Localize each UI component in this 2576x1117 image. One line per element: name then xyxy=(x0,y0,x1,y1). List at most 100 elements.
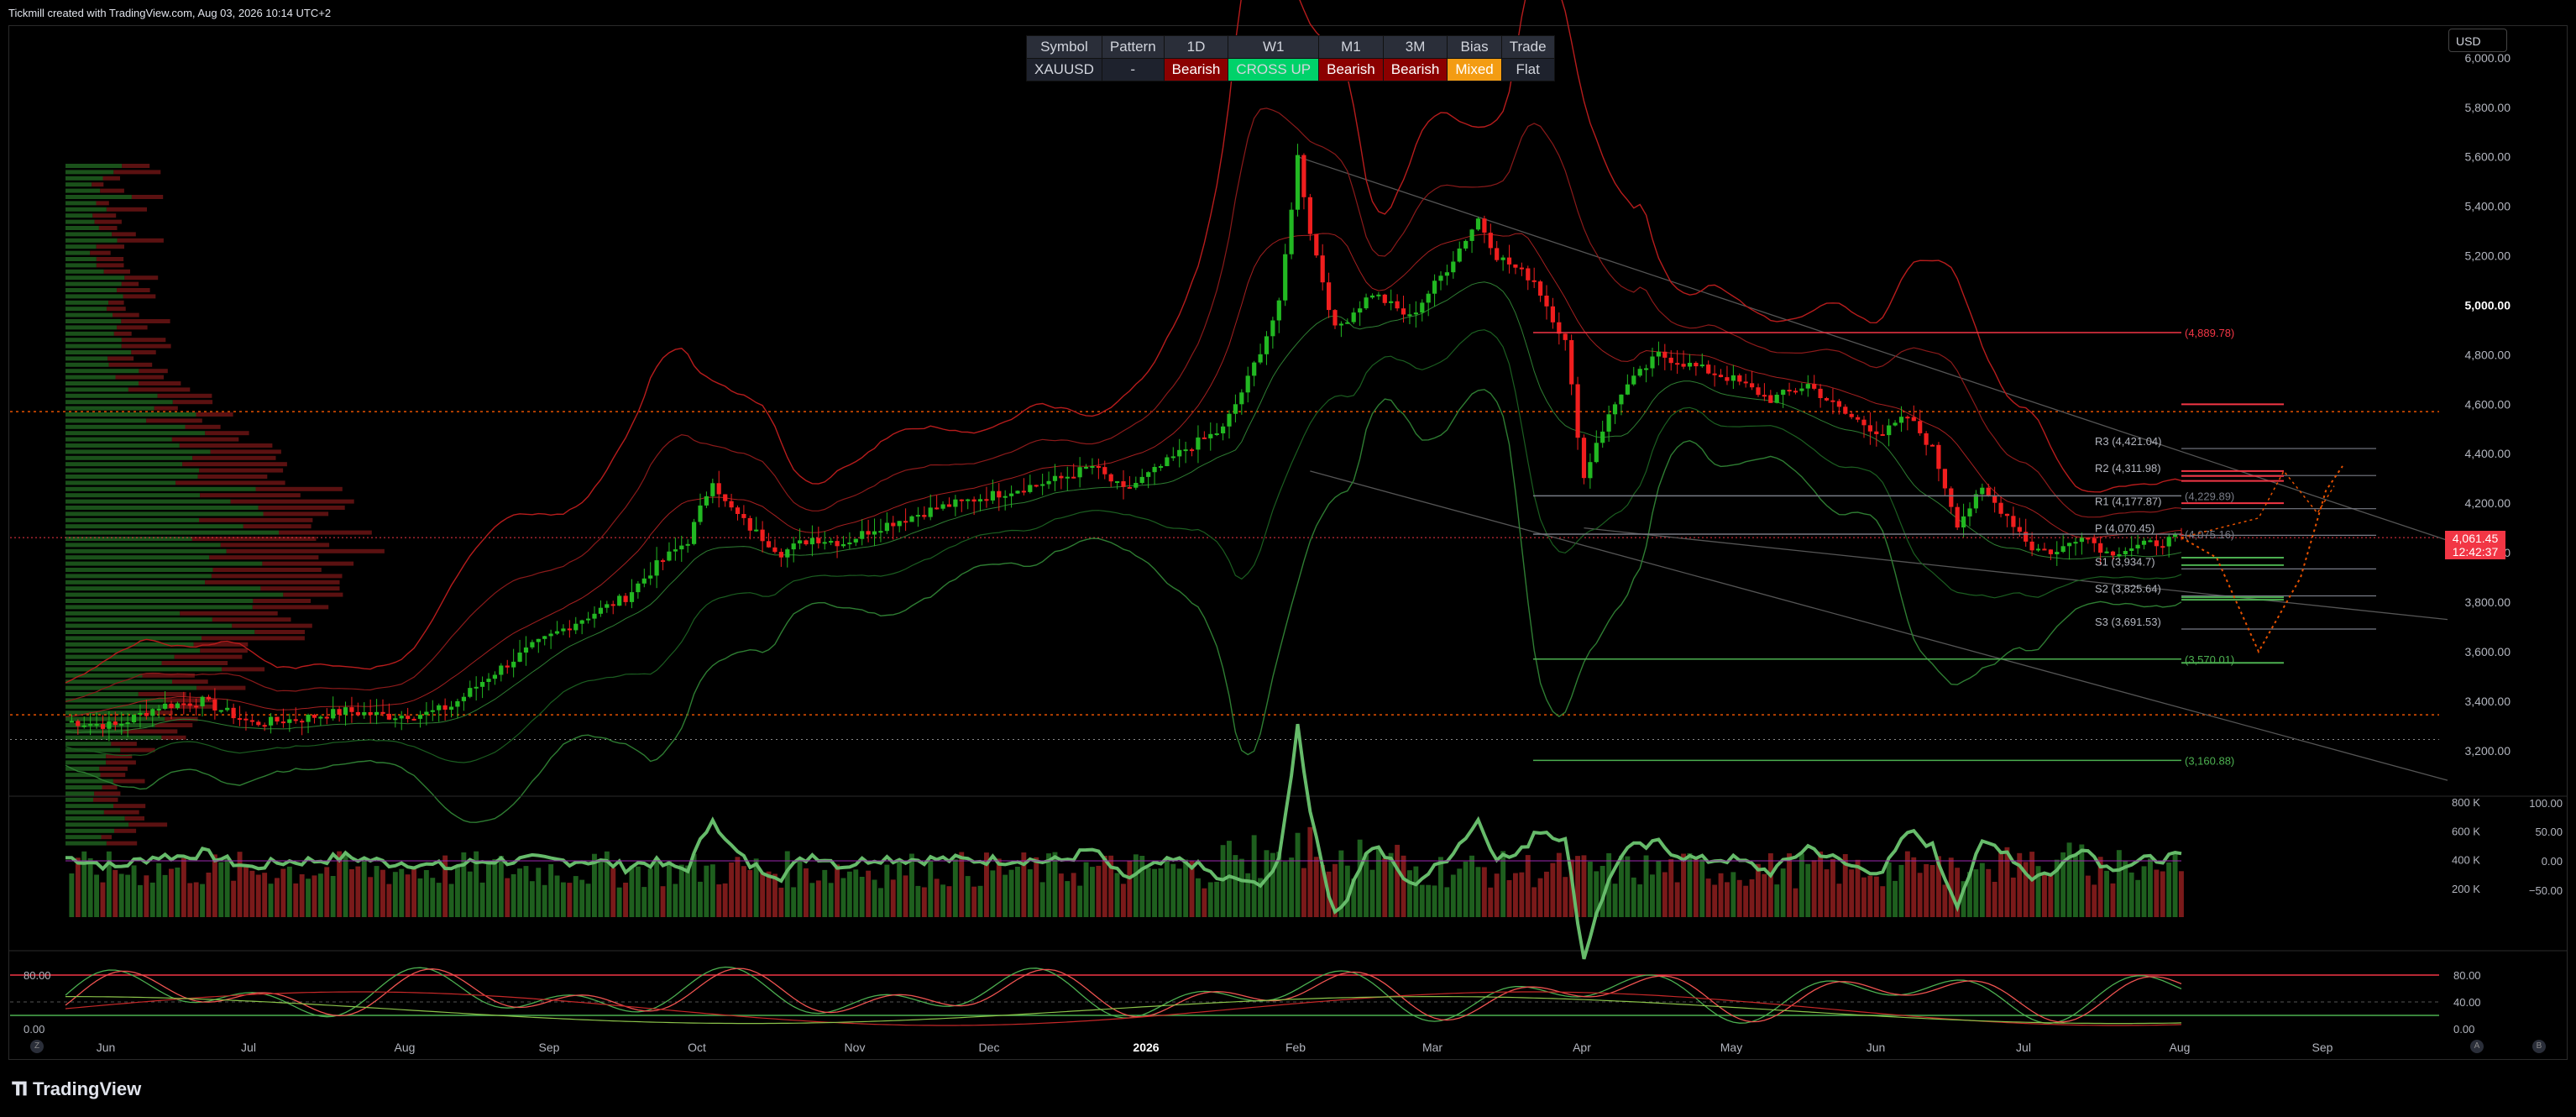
volume-profile-bear-bar xyxy=(99,766,128,771)
volume-bar xyxy=(623,883,628,917)
price-tick-label: 5,800.00 xyxy=(2465,101,2511,114)
candle-body xyxy=(1880,434,1885,436)
price-axis[interactable]: 6,000.00 5,800.00 5,600.00 5,400.00 5,200.00… xyxy=(2465,51,2511,758)
timezone-icon[interactable]: Z xyxy=(30,1040,44,1053)
candle-body xyxy=(2173,533,2178,538)
volume-bar xyxy=(1811,860,1817,917)
volume-profile-bear-bar xyxy=(196,685,246,690)
info-header-m1: M1 xyxy=(1318,35,1384,59)
auto-scale-icon[interactable]: A xyxy=(2470,1040,2484,1053)
candle-body xyxy=(1108,474,1113,482)
volume-bar xyxy=(1793,888,1798,917)
volume-bar xyxy=(822,869,828,917)
log-scale-icon[interactable]: B xyxy=(2532,1040,2546,1053)
candle-body xyxy=(1046,480,1051,485)
volume-bar xyxy=(797,857,803,917)
volume-bar xyxy=(1313,857,1319,917)
candle-body xyxy=(573,623,579,631)
volume-bar xyxy=(952,859,958,917)
volume-bar xyxy=(399,868,405,917)
candle-body xyxy=(1625,384,1630,395)
candle-body xyxy=(1694,363,1699,367)
candle-body xyxy=(1538,281,1543,296)
price-tick-label: 3,200.00 xyxy=(2465,744,2511,758)
candle-body xyxy=(1158,466,1164,468)
volume-bar xyxy=(1145,868,1151,917)
volume-bar xyxy=(660,886,666,917)
volume-bar xyxy=(2042,873,2047,917)
volume-bar xyxy=(1625,856,1631,917)
candle-body xyxy=(654,560,659,576)
price-tick-label: 3,800.00 xyxy=(2465,595,2511,609)
candle-body xyxy=(1730,375,1736,381)
volume-profile-bear-bar xyxy=(185,424,221,429)
volume-bar xyxy=(1967,872,1972,917)
channel-lower-line xyxy=(1310,470,2448,781)
candle-body xyxy=(280,721,285,724)
candle-body xyxy=(69,721,74,723)
volume-bar xyxy=(1537,878,1543,917)
volume-bar xyxy=(1245,873,1251,917)
volume-bar xyxy=(317,873,323,917)
volume-profile-bear-bar xyxy=(212,568,322,572)
reference-lines xyxy=(10,156,2448,781)
volume-bar xyxy=(878,888,883,917)
candle-body xyxy=(517,653,522,662)
candle-body xyxy=(468,688,473,697)
volume-profile-bear-bar xyxy=(262,561,354,566)
volume-profile-bear-bar xyxy=(96,263,124,268)
currency-button[interactable]: USD xyxy=(2448,29,2507,52)
volume-bar xyxy=(1289,857,1295,917)
volume-profile-bear-bar xyxy=(200,493,301,498)
volume-bar xyxy=(1375,847,1381,917)
volume-profile xyxy=(65,164,385,846)
volume-bar xyxy=(2010,877,2016,917)
candle-body xyxy=(486,679,491,682)
candle-body xyxy=(816,538,821,543)
price-tick-label: 5,000.00 xyxy=(2465,298,2511,312)
candle-body xyxy=(853,538,858,543)
time-axis[interactable]: Jun Jul Aug Sep Oct Nov Dec 2026 Feb Mar Apr May Jun… xyxy=(97,1041,2333,1054)
volume-profile-bear-bar xyxy=(197,475,268,479)
volume-tick-label: 200 K xyxy=(2452,883,2480,895)
volume-profile-bull-bar xyxy=(65,704,165,709)
volume-bar xyxy=(1202,888,1207,917)
volume-bar xyxy=(275,878,280,917)
volume-profile-bull-bar xyxy=(65,636,202,641)
volume-bar xyxy=(374,866,380,917)
volume-bar xyxy=(698,881,703,917)
volume-bar xyxy=(1158,868,1164,917)
candle-body xyxy=(1942,469,1947,489)
volume-bar xyxy=(474,851,479,917)
volume-bar xyxy=(479,882,485,917)
volume-profile-bull-bar xyxy=(65,281,122,286)
price-tick-label: 4,600.00 xyxy=(2465,397,2511,411)
candle-body xyxy=(1874,431,1879,434)
volume-bar xyxy=(1749,879,1755,917)
candle-body xyxy=(1793,391,1798,393)
volume-profile-bear-bar xyxy=(122,164,150,168)
last-price-badge: 4,061.45 12:42:37 xyxy=(2445,531,2505,559)
candle-body xyxy=(685,543,690,546)
volume-bar xyxy=(249,870,255,917)
volume-profile-bull-bar xyxy=(65,424,186,429)
candle-body xyxy=(1644,368,1649,370)
volume-bar xyxy=(1438,857,1443,917)
volume-bar xyxy=(1948,857,1954,917)
volume-profile-bear-bar xyxy=(199,468,284,473)
candle-body xyxy=(1227,413,1232,427)
volume-bar xyxy=(1674,882,1680,917)
volume-tick-label: 400 K xyxy=(2452,854,2480,867)
candle-body xyxy=(492,674,497,679)
volume-profile-bull-bar xyxy=(65,599,254,603)
candle-body xyxy=(1270,320,1275,337)
volume-bar xyxy=(2135,879,2141,917)
candle-body xyxy=(324,716,329,719)
candle-body xyxy=(1245,375,1250,393)
volume-profile-bull-bar xyxy=(65,325,118,330)
volume-profile-bull-bar xyxy=(65,393,158,398)
candle-body xyxy=(1743,381,1748,384)
volume-profile-bull-bar xyxy=(65,667,223,672)
price-tick-label: 5,200.00 xyxy=(2465,249,2511,263)
